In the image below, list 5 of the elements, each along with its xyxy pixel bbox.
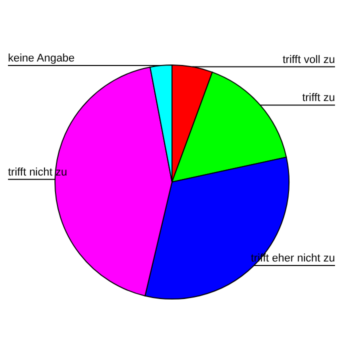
slice-label: trifft voll zu	[282, 54, 335, 66]
slice-label: keine Angabe	[8, 52, 75, 65]
slice-label: trifft nicht zu	[8, 166, 68, 178]
slice-label: trifft eher nicht zu	[250, 252, 335, 265]
slice-label: trifft zu	[302, 92, 335, 104]
